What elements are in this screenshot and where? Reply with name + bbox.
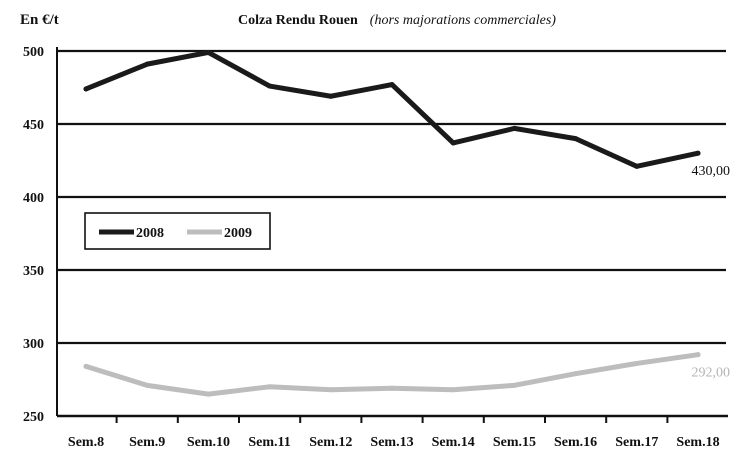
y-axis-unit-label: En €/t: [20, 12, 59, 28]
x-tick-label: Sem.16: [554, 435, 597, 450]
chart-subtitle: (hors majorations commerciales): [370, 13, 556, 28]
data-point-2008: [634, 163, 640, 169]
x-tick-label: Sem.14: [432, 435, 475, 450]
y-tick-label: 250: [23, 410, 44, 425]
y-tick-label: 450: [23, 118, 44, 133]
y-tick-label: 350: [23, 264, 44, 279]
y-tick-label: 400: [23, 191, 44, 206]
x-tick-label: Sem.8: [68, 435, 104, 450]
data-point-2008: [450, 140, 456, 146]
data-point-2008: [695, 150, 701, 156]
x-tick-label: Sem.9: [129, 435, 165, 450]
y-tick-label: 300: [23, 337, 44, 352]
chart-title-main: Colza Rendu Rouen: [238, 13, 358, 28]
data-point-2009: [267, 384, 273, 390]
data-point-2009: [389, 385, 395, 391]
data-point-2008: [328, 93, 334, 99]
data-point-2008: [511, 125, 517, 131]
data-point-2009: [573, 371, 579, 377]
x-tick-label: Sem.10: [187, 435, 230, 450]
series-line-2008: [83, 49, 701, 169]
legend-label-2009: 2009: [224, 226, 252, 241]
y-tick-label: 500: [23, 45, 44, 60]
data-point-2009: [695, 352, 701, 358]
y-axis-ticks: 250 300 350 400 450 500: [23, 45, 44, 425]
data-point-2009: [83, 363, 89, 369]
x-tick-label: Sem.11: [248, 435, 290, 450]
chart-title: Colza Rendu Rouen (hors majorations comm…: [238, 11, 556, 28]
x-tick-label: Sem.15: [493, 435, 536, 450]
x-tick-label: Sem.18: [676, 435, 719, 450]
end-label-2009: 292,00: [692, 366, 731, 381]
data-point-2009: [634, 360, 640, 366]
data-point-2009: [511, 382, 517, 388]
end-label-2008: 430,00: [692, 164, 731, 179]
data-point-2008: [83, 86, 89, 92]
data-point-2008: [389, 82, 395, 88]
data-point-2008: [144, 61, 150, 67]
x-tick-label: Sem.17: [615, 435, 658, 450]
data-point-2009: [144, 382, 150, 388]
x-tick-label: Sem.13: [370, 435, 413, 450]
data-point-2009: [205, 391, 211, 397]
data-point-2009: [450, 387, 456, 393]
data-point-2008: [205, 49, 211, 55]
data-point-2009: [328, 387, 334, 393]
series-lines: [83, 49, 701, 397]
x-tick-label: Sem.12: [309, 435, 352, 450]
data-point-2008: [267, 83, 273, 89]
data-point-2008: [573, 136, 579, 142]
gridlines: [57, 49, 726, 345]
x-axis: Sem.8 Sem.9 Sem.10 Sem.11 Sem.12 Sem.13 Sem.14…: [56, 47, 728, 450]
end-labels: 430,00 292,00: [692, 164, 731, 380]
legend-label-2008: 2008: [136, 226, 164, 241]
legend: 2008 2009: [84, 212, 271, 250]
